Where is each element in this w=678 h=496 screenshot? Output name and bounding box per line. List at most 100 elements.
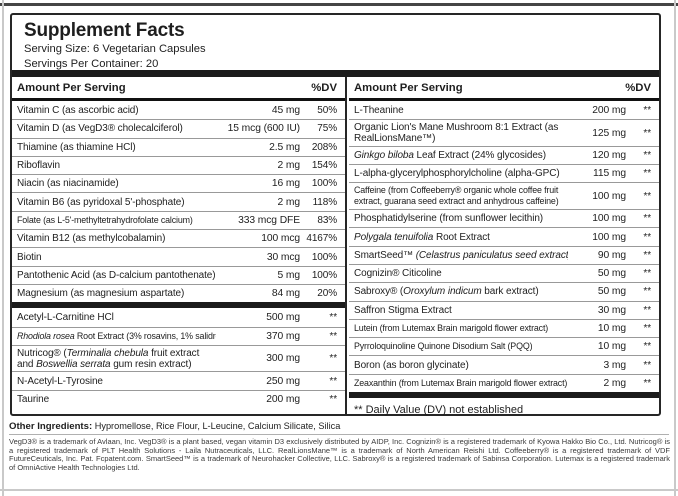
frame-bottom-line (0, 489, 678, 491)
ingredient-dv: 83% (317, 214, 337, 226)
table-row: Ginkgo biloba Leaf Extract (24% glycosid… (349, 145, 659, 164)
ingredient-amount: 2 mg (277, 196, 301, 208)
percent-dv-header: %DV (625, 81, 651, 94)
ingredient-amount: 10 mg (597, 341, 626, 353)
ingredient-dv: ** (329, 330, 338, 342)
ingredient-name: Organic Lion's Mane Mushroom 8:1 Extract… (354, 122, 559, 145)
ingredient-dv: ** (329, 311, 337, 323)
ingredient-name: Acetyl-L-Carnitine HCl (17, 311, 114, 323)
ingredient-dv: ** (643, 168, 651, 180)
ingredient-amount: 30 mcg (266, 251, 300, 263)
ingredient-dv: 100% (311, 269, 337, 281)
ingredient-name: Nutricog® (Terminalia chebula fruit extr… (17, 347, 200, 370)
ingredient-dv: 100% (311, 178, 337, 190)
ingredient-name: Saffron Stigma Extract (354, 304, 452, 316)
table-row: Riboflavin 2 mg 154% (12, 155, 345, 174)
ingredient-name: L-alpha-glycerylphosphorylcholine (alpha… (354, 168, 560, 180)
ingredient-dv: ** (643, 213, 651, 225)
ingredient-name: Polygala tenuifolia Root Extract (354, 231, 490, 243)
table-row: Sabroxy® (Oroxylum indicum bark extract)… (349, 282, 659, 300)
table-row: Biotin 30 mcg 100% (12, 247, 345, 265)
ingredient-name: SmartSeed™ (Celastrus paniculatus seed e… (354, 249, 568, 261)
table-row: Vitamin C (as ascorbic acid) 45 mg 50% (12, 101, 345, 119)
ingredient-name: Caffeine (from Coffeeberry® organic whol… (354, 185, 559, 207)
ingredient-amount: 16 mg (271, 178, 300, 190)
ingredient-amount: 5 mg (277, 269, 301, 281)
daily-value-note: ** Daily Value (DV) not established (354, 404, 524, 417)
ingredient-amount: 500 mg (266, 311, 300, 323)
ingredient-amount: 50 mg (597, 268, 626, 280)
right-column-header: Amount Per Serving %DV (349, 77, 659, 101)
ingredient-amount: 15 mcg (600 IU) (227, 123, 300, 135)
ingredient-dv: ** (643, 323, 652, 334)
panel-title: Supplement Facts (24, 20, 185, 41)
table-row: L-Theanine 200 mg ** (349, 101, 659, 119)
ingredient-amount: 10 mg (597, 323, 626, 334)
nootropics-rows-right: L-Theanine 200 mg ** Organic Lion's Mane Mu… (349, 101, 659, 392)
ingredient-dv: 50% (317, 104, 337, 116)
ingredient-amount: 2 mg (277, 160, 301, 172)
ingredient-name: Taurine (17, 393, 50, 405)
ingredient-dv: 4167% (306, 233, 337, 245)
table-row: Organic Lion's Mane Mushroom 8:1 Extract… (349, 119, 659, 146)
ingredient-dv: ** (643, 190, 652, 202)
ingredient-amount: 200 mg (592, 104, 626, 116)
ingredient-dv: ** (329, 393, 337, 405)
table-row: Cognizin® Citicoline 50 mg ** (349, 263, 659, 282)
ingredient-dv: ** (643, 304, 651, 316)
servings-per-container-text: Servings Per Container: 20 (24, 57, 159, 70)
ingredient-dv: ** (643, 104, 651, 116)
other-ingredients-text: Hypromellose, Rice Flour, L-Leucine, Cal… (94, 421, 341, 431)
other-ingredients-label: Other Ingredients: (9, 421, 93, 432)
ingredient-amount: 2 mg (603, 377, 627, 389)
ingredient-dv: ** (329, 353, 337, 365)
amount-per-serving-header: Amount Per Serving (354, 81, 463, 94)
footnote-divider-line (9, 434, 669, 435)
header-divider-bar (12, 70, 659, 77)
supplement-facts-panel: Supplement Facts Serving Size: 6 Vegetar… (10, 13, 661, 416)
ingredient-amount: 100 mcg (261, 233, 300, 245)
ingredient-name: Pantothenic Acid (as D-calcium pantothen… (17, 269, 216, 281)
ingredient-name: Niacin (as niacinamide) (17, 178, 119, 190)
ingredient-name: Vitamin C (as ascorbic acid) (17, 104, 139, 116)
frame-left-line (2, 0, 4, 496)
ingredient-amount: 125 mg (592, 127, 626, 139)
ingredient-dv: ** (643, 268, 651, 280)
ingredient-name: Zeaxanthin (from Lutemax Brain marigold … (354, 377, 568, 388)
ingredient-dv: 20% (317, 288, 337, 300)
right-column: Amount Per Serving %DV L-Theanine 200 mg *… (349, 77, 659, 417)
table-row: Polygala tenuifolia Root Extract 100 mg ** (349, 227, 659, 245)
ingredient-amount: 50 mg (597, 286, 626, 298)
ingredient-dv: 208% (311, 141, 337, 153)
ingredient-name: Pyrroloquinoline Quinone Disodium Salt (… (354, 341, 533, 352)
ingredient-dv: 154% (311, 160, 337, 172)
table-row: Caffeine (from Coffeeberry® organic whol… (349, 182, 659, 209)
ingredient-dv: ** (643, 231, 651, 243)
table-row: Lutein (from Lutemax Brain marigold flow… (349, 318, 659, 337)
ingredient-amount: 100 mg (592, 190, 626, 202)
table-row: Boron (as boron glycinate) 3 mg ** (349, 355, 659, 373)
ingredient-dv: 100% (311, 251, 337, 263)
table-row: Niacin (as niacinamide) 16 mg 100% (12, 174, 345, 192)
ingredient-name: Lutein (from Lutemax Brain marigold flow… (354, 323, 549, 333)
ingredient-name: Cognizin® Citicoline (354, 268, 442, 280)
ingredient-amount: 120 mg (592, 150, 626, 162)
table-row: Pantothenic Acid (as D-calcium pantothen… (12, 265, 345, 284)
table-row: N-Acetyl-L-Tyrosine 250 mg ** (12, 371, 345, 389)
table-row: Folate (as L-5'-methyltetrahydrofolate c… (12, 210, 345, 229)
ingredient-dv: 118% (312, 196, 338, 208)
ingredient-name: Phosphatidylserine (from sunflower lecit… (354, 213, 544, 225)
table-row: SmartSeed™ (Celastrus paniculatus seed e… (349, 245, 659, 264)
left-column: Amount Per Serving %DV Vitamin C (as asc… (12, 77, 347, 414)
ingredient-name: L-Theanine (354, 104, 404, 116)
ingredient-name: Magnesium (as magnesium aspartate) (17, 288, 185, 300)
ingredient-name: Boron (as boron glycinate) (354, 359, 469, 371)
serving-size-text: Serving Size: 6 Vegetarian Capsules (24, 43, 206, 55)
table-row: Vitamin B6 (as pyridoxal 5'-phosphate) 2 … (12, 192, 345, 210)
table-row: Saffron Stigma Extract 30 mg ** (349, 300, 659, 319)
left-column-header: Amount Per Serving %DV (12, 77, 345, 101)
table-row: Acetyl-L-Carnitine HCl 500 mg ** (12, 308, 345, 326)
ingredient-dv: ** (643, 286, 651, 298)
ingredient-amount: 200 mg (266, 393, 300, 405)
other-ingredients: Other Ingredients: Hypromellose, Rice Fl… (9, 421, 669, 432)
